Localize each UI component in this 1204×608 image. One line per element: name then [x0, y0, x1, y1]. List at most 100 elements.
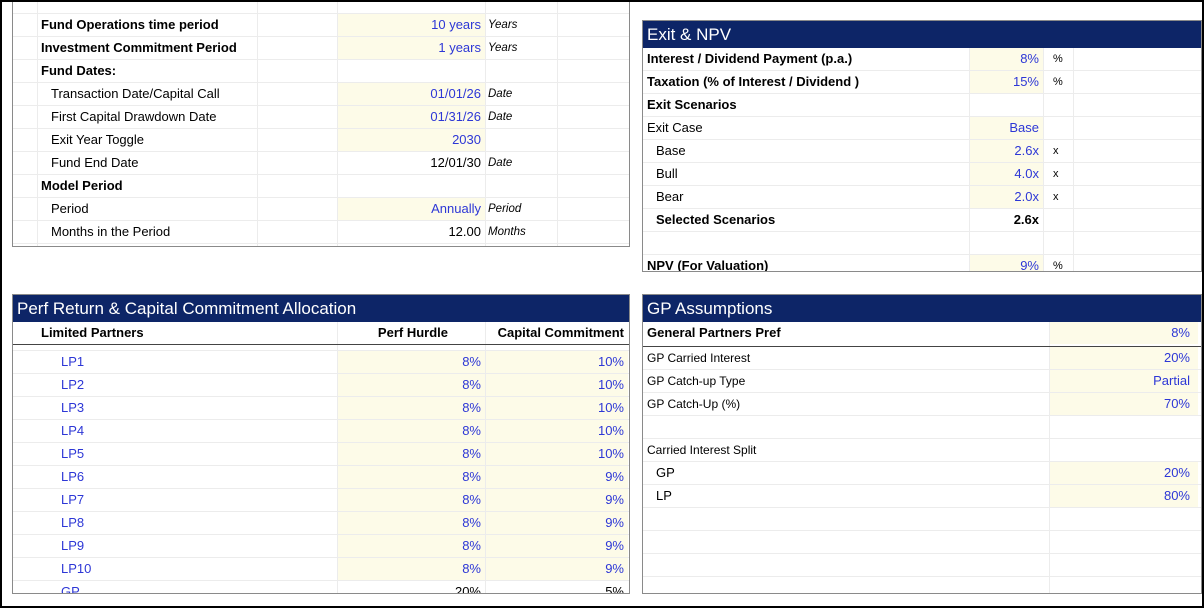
- fund-row-value[interactable]: 1 years: [338, 37, 485, 59]
- fund-row-unit: Date: [488, 88, 513, 100]
- fund-row-unit: Years: [488, 19, 518, 31]
- perf-commitment-value[interactable]: 10%: [486, 351, 628, 373]
- gp-row-value: [1050, 531, 1198, 553]
- exit-row-value: [970, 94, 1043, 116]
- perf-hurdle-value[interactable]: 8%: [338, 420, 485, 442]
- perf-commitment-value[interactable]: 10%: [486, 420, 628, 442]
- gp-row-value[interactable]: Partial: [1050, 370, 1198, 392]
- fund-row: Fund Operations time period 10 years Years: [13, 14, 629, 37]
- exit-npv-header: Exit & NPV: [643, 21, 1201, 48]
- exit-row-label: Exit Case: [647, 120, 703, 135]
- perf-partner-name: LP2: [61, 377, 85, 392]
- gp-row: [643, 577, 1201, 593]
- perf-hurdle-value[interactable]: 8%: [338, 374, 485, 396]
- perf-hurdle-value[interactable]: 8%: [338, 397, 485, 419]
- perf-commitment-value[interactable]: 9%: [486, 558, 628, 580]
- perf-partner-name: LP5: [61, 446, 85, 461]
- perf-hurdle-value[interactable]: 8%: [338, 489, 485, 511]
- exit-row: Taxation (% of Interest / Dividend ) 15%%: [643, 71, 1201, 94]
- gp-row-value: [1050, 554, 1198, 576]
- gp-row: GP Catch-up Type Partial: [643, 370, 1201, 393]
- exit-row-label: Bear: [656, 189, 684, 204]
- perf-row: GP 20% 5%: [13, 581, 629, 594]
- fund-row-value: 12/01/30: [430, 155, 481, 170]
- perf-partner-name: LP1: [61, 354, 85, 369]
- fund-row: First Capital Drawdown Date 01/31/26 Date: [13, 106, 629, 129]
- perf-hurdle-value[interactable]: 8%: [338, 443, 485, 465]
- fund-row-label: Fund End Date: [51, 155, 139, 170]
- exit-row-label: [647, 232, 967, 254]
- fund-row-value[interactable]: Annually: [338, 198, 485, 220]
- perf-row: LP5 8% 10%: [13, 443, 629, 466]
- perf-row: LP6 8% 9%: [13, 466, 629, 489]
- exit-row-unit: %: [1053, 76, 1063, 88]
- gp-row-label: [647, 554, 1037, 576]
- gp-row-value[interactable]: 20%: [1050, 347, 1198, 369]
- perf-commitment-value[interactable]: 9%: [486, 489, 628, 511]
- perf-return-header: Perf Return & Capital Commitment Allocat…: [13, 295, 629, 322]
- fund-row-value[interactable]: 2030: [338, 129, 485, 151]
- exit-row-value[interactable]: 4.0x: [970, 163, 1043, 185]
- perf-partner-name: LP6: [61, 469, 85, 484]
- perf-partner-name: LP10: [61, 561, 92, 576]
- gp-row-value[interactable]: 20%: [1050, 462, 1198, 484]
- perf-commitment-value[interactable]: 9%: [486, 512, 628, 534]
- exit-row-unit: [1053, 94, 1073, 116]
- perf-commitment-value[interactable]: 9%: [486, 466, 628, 488]
- perf-hurdle-value: 20%: [454, 584, 481, 594]
- perf-commitment-value[interactable]: 10%: [486, 443, 628, 465]
- gp-row-value[interactable]: 80%: [1050, 485, 1198, 507]
- perf-hurdle-value[interactable]: 8%: [338, 535, 485, 557]
- exit-row: Bear 2.0x x: [643, 186, 1201, 209]
- perf-commitment-value[interactable]: 10%: [486, 374, 628, 396]
- fund-row-value[interactable]: 01/01/26: [338, 83, 485, 105]
- perf-hurdle-value[interactable]: 8%: [338, 558, 485, 580]
- perf-commitment-value[interactable]: 9%: [486, 535, 628, 557]
- gp-row-label: GP: [656, 465, 675, 480]
- fund-row-value[interactable]: 01/31/26: [338, 106, 485, 128]
- gp-row-label: [647, 577, 1037, 593]
- perf-column-header-row: Limited Partners Perf Hurdle Capital Commi…: [13, 322, 629, 345]
- gp-row-value: [1050, 577, 1198, 593]
- gp-row-label: General Partners Pref: [647, 325, 781, 340]
- fund-row-value[interactable]: 10 years: [338, 14, 485, 36]
- exit-row: Bull 4.0x x: [643, 163, 1201, 186]
- perf-row: LP1 8% 10%: [13, 351, 629, 374]
- perf-hurdle-value[interactable]: 8%: [338, 466, 485, 488]
- gp-row: GP Carried Interest 20%: [643, 347, 1201, 370]
- exit-row-value[interactable]: 9%: [970, 255, 1043, 271]
- fund-row-label: Fund Dates:: [41, 63, 117, 78]
- perf-hurdle-value[interactable]: 8%: [338, 351, 485, 373]
- perf-partner-name: LP9: [61, 538, 85, 553]
- exit-row-label: NPV (For Valuation): [647, 258, 769, 272]
- fund-row-unit: Months: [488, 226, 526, 238]
- exit-row-label: Base: [656, 143, 686, 158]
- gp-row: [643, 416, 1201, 439]
- gp-row: Carried Interest Split: [643, 439, 1201, 462]
- gp-row-value[interactable]: 70%: [1050, 393, 1198, 415]
- fund-row-unit: [488, 60, 556, 82]
- exit-row-value[interactable]: 15%: [970, 71, 1043, 93]
- gp-row-value[interactable]: 8%: [1050, 322, 1198, 344]
- fund-row-unit: Date: [488, 111, 513, 123]
- exit-row-value[interactable]: Base: [970, 117, 1043, 139]
- fund-row-value: 12.00: [448, 224, 481, 239]
- fund-row-label: Exit Year Toggle: [51, 132, 144, 147]
- gp-row-label: GP Catch-Up (%): [647, 397, 741, 411]
- exit-row-value[interactable]: 2.6x: [970, 140, 1043, 162]
- perf-row: LP4 8% 10%: [13, 420, 629, 443]
- exit-row: Selected Scenarios 2.6x: [643, 209, 1201, 232]
- fund-row: Transaction Date/Capital Call 01/01/26 Dat…: [13, 83, 629, 106]
- fund-row-label: Investment Commitment Period: [41, 40, 237, 55]
- fund-row-unit: [488, 129, 556, 151]
- exit-row-value[interactable]: 8%: [970, 48, 1043, 70]
- exit-row-unit: %: [1053, 53, 1063, 65]
- exit-row-unit: [1053, 232, 1073, 254]
- fund-row-label: Months in the Period: [51, 224, 171, 239]
- exit-row: NPV (For Valuation) 9%%: [643, 255, 1201, 272]
- perf-commitment-value[interactable]: 10%: [486, 397, 628, 419]
- fund-row-unit: [488, 175, 556, 197]
- exit-row-value[interactable]: 2.0x: [970, 186, 1043, 208]
- perf-hurdle-value[interactable]: 8%: [338, 512, 485, 534]
- fund-row: Exit Year Toggle 2030: [13, 129, 629, 152]
